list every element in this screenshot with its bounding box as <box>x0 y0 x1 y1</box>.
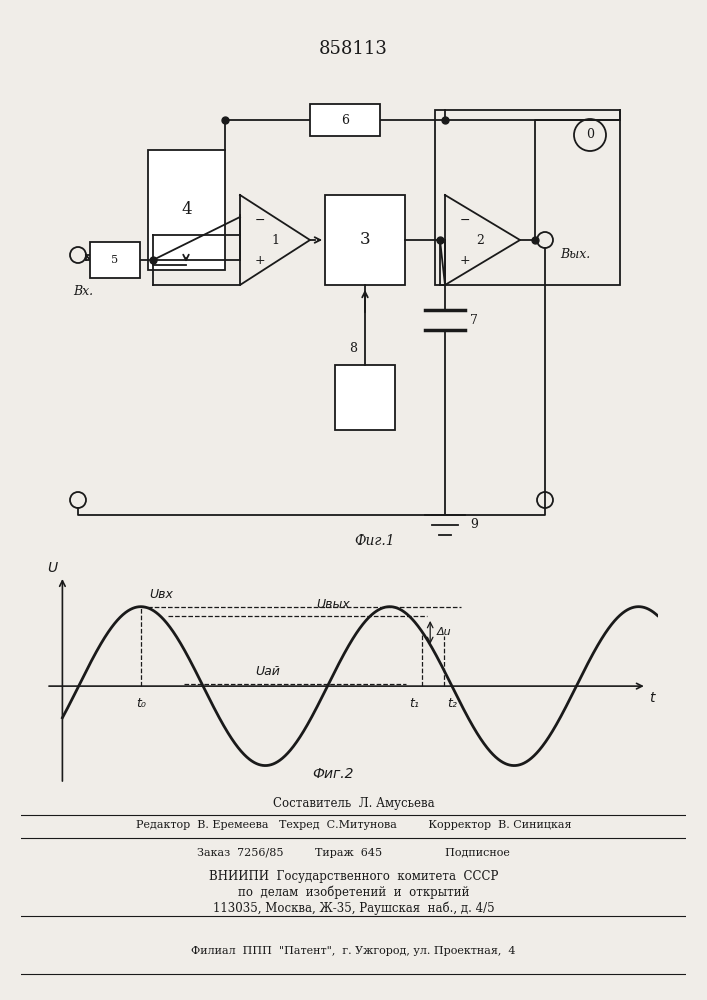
Text: t₂: t₂ <box>447 697 457 710</box>
Text: 8: 8 <box>349 342 357 355</box>
Bar <box>335 365 395 430</box>
Text: +: + <box>460 253 471 266</box>
Text: 858113: 858113 <box>319 40 387 58</box>
Text: 5: 5 <box>112 255 119 265</box>
Text: −: − <box>460 214 470 227</box>
Text: −: − <box>255 214 266 227</box>
Text: 2: 2 <box>476 233 484 246</box>
Text: Филиал  ППП  "Патент",  г. Ужгород, ул. Проектная,  4: Филиал ППП "Патент", г. Ужгород, ул. Про… <box>192 946 515 956</box>
Text: Фиг.1: Фиг.1 <box>355 534 395 548</box>
Text: по  делам  изобретений  и  открытий: по делам изобретений и открытий <box>238 886 469 899</box>
Text: +: + <box>255 253 266 266</box>
Text: 0: 0 <box>586 128 594 141</box>
Text: t: t <box>649 691 655 705</box>
Bar <box>90 242 140 278</box>
Text: 9: 9 <box>470 518 478 532</box>
Text: t₀: t₀ <box>136 697 146 710</box>
Text: Вых.: Вых. <box>560 248 590 261</box>
Text: Uвых: Uвых <box>316 598 350 611</box>
Text: Uвх: Uвх <box>149 588 173 601</box>
Text: 3: 3 <box>360 232 370 248</box>
Bar <box>148 150 225 270</box>
Text: 113035, Москва, Ж-35, Раушская  наб., д. 4/5: 113035, Москва, Ж-35, Раушская наб., д. … <box>213 901 494 915</box>
Text: 6: 6 <box>341 113 349 126</box>
Text: Редактор  В. Еремеева   Техред  С.Митунова         Корректор  В. Синицкая: Редактор В. Еремеева Техред С.Митунова К… <box>136 820 571 830</box>
Bar <box>310 104 380 136</box>
Text: 4: 4 <box>181 202 192 219</box>
Text: 7: 7 <box>470 314 478 326</box>
Text: Вх.: Вх. <box>73 285 93 298</box>
Text: t₁: t₁ <box>409 697 419 710</box>
Text: Фиг.2: Фиг.2 <box>312 767 354 781</box>
Text: Uай: Uай <box>255 665 281 678</box>
Text: Δu: Δu <box>437 627 451 637</box>
Text: Заказ  7256/85         Тираж  645                  Подписное: Заказ 7256/85 Тираж 645 Подписное <box>197 848 510 858</box>
Text: Составитель  Л. Амусьева: Составитель Л. Амусьева <box>273 797 434 810</box>
Bar <box>325 195 405 285</box>
Bar <box>435 110 620 285</box>
Text: ВНИИПИ  Государственного  комитета  СССР: ВНИИПИ Государственного комитета СССР <box>209 870 498 883</box>
Text: U: U <box>47 561 57 575</box>
Text: 1: 1 <box>271 233 279 246</box>
